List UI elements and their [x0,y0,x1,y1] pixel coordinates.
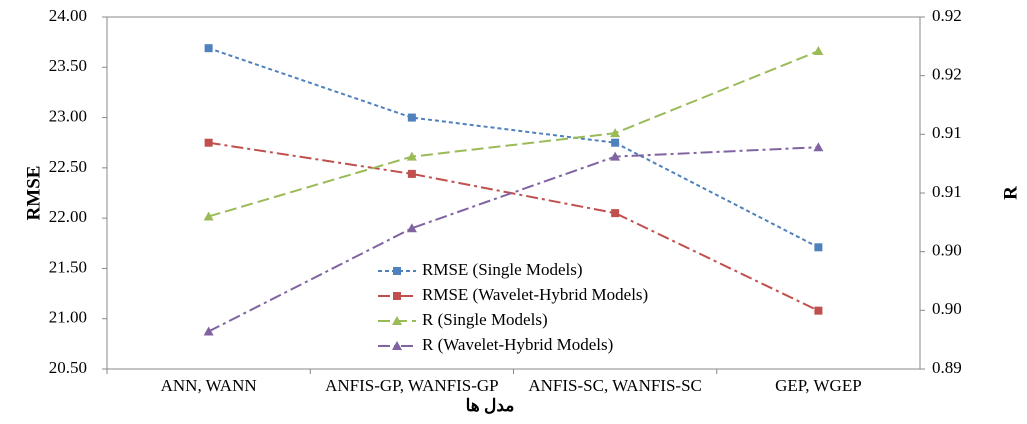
legend-label: RMSE (Wavelet-Hybrid Models) [422,285,648,304]
y2-tick-label: 0.91 [932,123,962,142]
y-tick-label: 24.00 [49,6,87,25]
marker [813,46,824,56]
marker [610,151,621,161]
marker [392,316,402,325]
y-tick-label: 23.50 [49,56,87,75]
marker [611,209,620,218]
x-tick-label: ANFIS-GP, WANFIS-GP [325,376,499,395]
y2-axis-title: R [1000,186,1021,200]
marker [814,306,823,315]
marker [407,169,416,178]
y-tick-label: 21.50 [49,257,87,276]
y2-tick-label: 0.92 [932,65,962,84]
marker [406,223,417,233]
y-tick-label: 22.50 [49,157,87,176]
y-tick-label: 23.00 [49,106,87,125]
marker [204,138,213,147]
marker [393,267,401,275]
marker [407,113,416,122]
marker [393,292,401,300]
marker [813,142,824,152]
y-axis-title: RMSE [23,166,44,221]
marker [203,326,214,336]
series-line [208,146,819,333]
series-line [208,47,819,249]
marker [203,211,214,221]
y2-tick-label: 0.90 [932,241,962,260]
marker [814,243,823,252]
x-tick-label: ANFIS-SC, WANFIS-SC [528,376,702,395]
marker [611,138,620,147]
legend-label: R (Wavelet-Hybrid Models) [422,335,613,354]
y2-tick-label: 0.92 [932,6,962,25]
y2-tick-label: 0.90 [932,299,962,318]
x-tick-label: ANN, WANN [161,376,257,395]
marker [392,341,402,350]
legend-label: R (Single Models) [422,310,548,329]
x-axis-title: مدل ها [466,396,515,415]
series-line [208,141,819,312]
marker [406,151,417,161]
legend-label: RMSE (Single Models) [422,260,583,279]
y-tick-label: 21.00 [49,308,87,327]
y-tick-label: 22.00 [49,207,87,226]
x-tick-label: GEP, WGEP [775,376,862,395]
y-tick-label: 20.50 [49,358,87,377]
marker [610,128,621,138]
series-line [208,50,819,218]
y2-tick-label: 0.91 [932,182,962,201]
marker [204,44,213,53]
y2-tick-label: 0.89 [932,358,962,377]
